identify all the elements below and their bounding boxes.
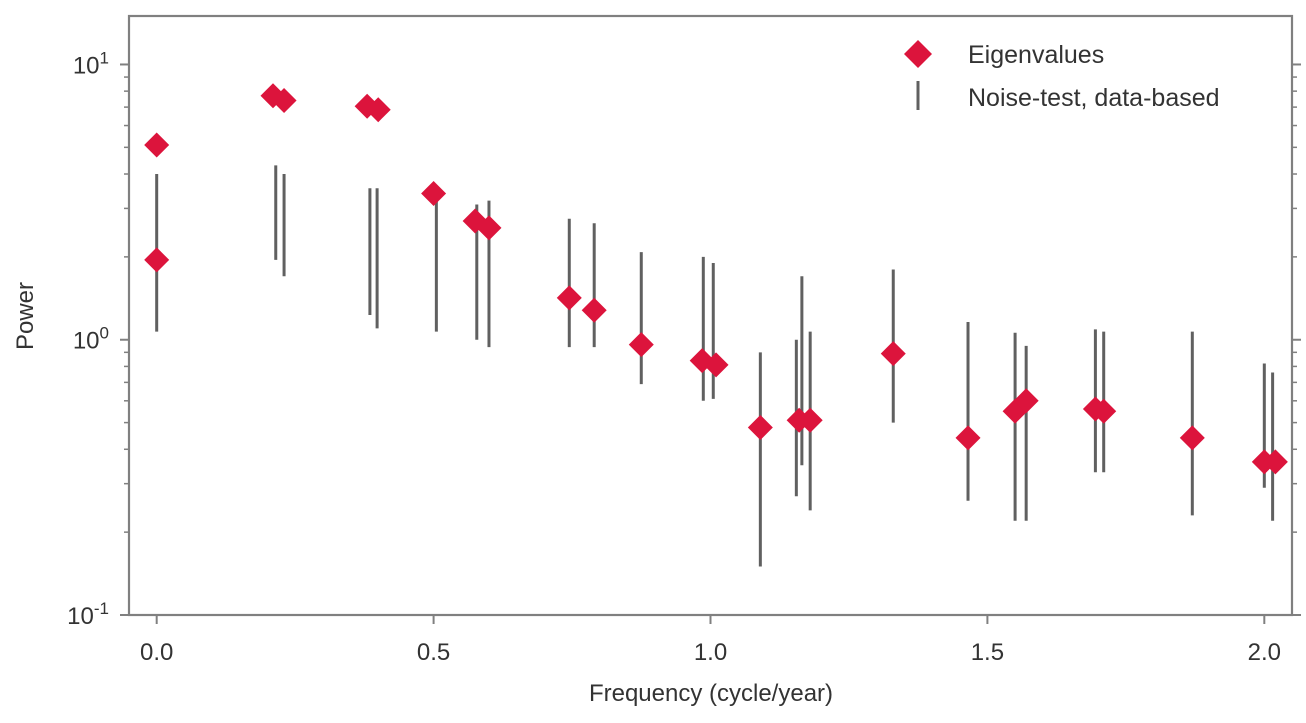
- eigenvalue-point-22: [1091, 398, 1117, 424]
- eigenvalue-points: [144, 83, 1288, 475]
- eigenvalue-point-11: [628, 332, 654, 358]
- eigenvalue-point-9: [556, 285, 582, 311]
- y-tick-label-2: 101: [73, 48, 109, 79]
- plot-background: [129, 16, 1292, 615]
- eigenvalue-point-25: [1262, 449, 1288, 475]
- eigenvalue-point-23: [1179, 425, 1205, 451]
- y-tick-label-0: 10-1: [67, 599, 109, 630]
- legend-label-noise-test: Noise-test, data-based: [968, 84, 1220, 112]
- eigenvalue-point-13: [703, 352, 729, 378]
- eigenvalue-point-18: [955, 425, 981, 451]
- legend-diamond-icon: [904, 40, 932, 68]
- legend: Eigenvalues Noise-test, data-based: [904, 40, 1220, 112]
- eigenvalue-point-20: [1013, 388, 1039, 414]
- x-tick-label-3: 1.5: [971, 639, 1004, 666]
- plot-area: [129, 16, 1292, 615]
- x-tick-label-1: 0.5: [417, 639, 450, 666]
- y-tick-label-1: 100: [73, 324, 109, 355]
- legend-label-eigenvalues: Eigenvalues: [968, 41, 1104, 69]
- x-tick-label-2: 1.0: [694, 639, 727, 666]
- eigenvalue-point-8: [476, 215, 502, 241]
- eigenvalue-point-0: [144, 132, 170, 158]
- eigenvalue-point-10: [581, 297, 607, 323]
- eigenvalue-point-1: [144, 247, 170, 273]
- eigenvalue-point-6: [421, 180, 447, 206]
- eigenvalue-point-5: [365, 97, 391, 123]
- y-axis-label: Power: [12, 282, 39, 350]
- x-tick-label-0: 0.0: [140, 639, 173, 666]
- x-axis-label: Frequency (cycle/year): [589, 680, 833, 707]
- axes: 0.0 0.5 1.0 1.5 2.0 10-1 100 101: [67, 14, 1301, 666]
- x-tick-label-4: 2.0: [1248, 639, 1281, 666]
- eigenvalue-point-17: [880, 341, 906, 367]
- eigenvalue-point-3: [271, 87, 297, 113]
- eigenvalue-point-16: [797, 407, 823, 433]
- eigenvalue-point-14: [747, 414, 773, 440]
